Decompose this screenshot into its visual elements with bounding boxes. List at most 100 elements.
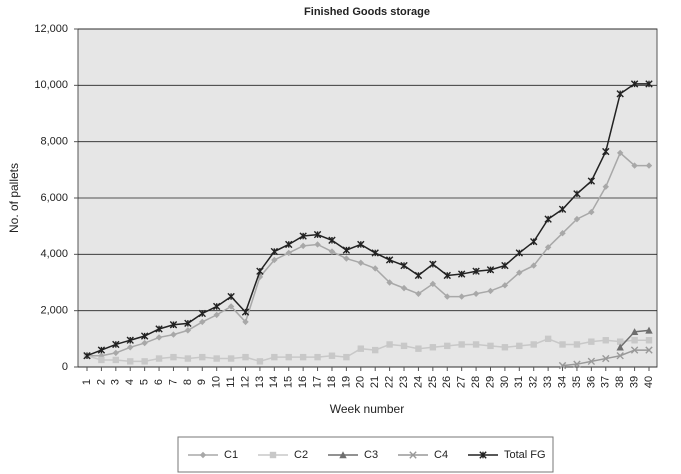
data-point — [357, 259, 364, 266]
data-point — [458, 293, 465, 300]
data-point — [299, 232, 307, 240]
x-tick-label: 7 — [167, 379, 179, 385]
data-point — [602, 147, 610, 156]
x-tick-label: 5 — [139, 379, 151, 385]
data-point — [487, 342, 494, 350]
data-point — [241, 308, 250, 316]
y-tick-label: 2,000 — [40, 305, 68, 317]
x-tick-label: 30 — [499, 376, 511, 388]
data-point — [573, 360, 581, 368]
data-point — [213, 311, 220, 319]
x-tick-label: 31 — [513, 376, 525, 388]
x-tick-label: 25 — [427, 376, 439, 388]
x-tick-label: 8 — [182, 379, 194, 385]
x-tick-label: 16 — [297, 376, 309, 388]
x-tick-label: 38 — [614, 376, 626, 388]
data-point — [169, 321, 178, 329]
data-point — [271, 353, 278, 361]
data-point — [328, 352, 336, 359]
data-point — [227, 355, 235, 362]
x-tick-label: 40 — [643, 376, 655, 388]
y-tick-label: 6,000 — [40, 192, 68, 204]
data-point — [112, 349, 120, 357]
legend-marker — [199, 451, 207, 459]
x-tick-label: 23 — [398, 376, 410, 388]
y-axis-label: No. of pallets — [7, 163, 21, 233]
data-point — [516, 342, 523, 350]
data-point — [227, 292, 235, 301]
data-point — [112, 340, 120, 349]
data-point — [429, 260, 437, 268]
data-point — [213, 355, 220, 362]
data-point — [256, 358, 264, 365]
data-point — [343, 255, 350, 262]
data-point — [645, 326, 653, 334]
x-tick-label: 33 — [542, 376, 554, 388]
legend-label: C2 — [294, 449, 308, 461]
legend-marker — [269, 451, 277, 459]
data-point — [573, 215, 581, 223]
x-tick-label: 13 — [254, 376, 266, 388]
data-point — [472, 290, 480, 297]
data-point — [414, 271, 423, 280]
data-point — [155, 325, 163, 333]
data-point — [631, 162, 638, 169]
series-line — [86, 83, 649, 357]
x-tick-label: 21 — [369, 376, 381, 388]
data-point — [372, 265, 379, 272]
data-point — [602, 354, 610, 363]
x-tick-label: 14 — [268, 376, 280, 388]
data-point — [630, 80, 639, 88]
data-point — [630, 328, 639, 335]
data-point — [602, 337, 609, 344]
chart-title: Finished Goods storage — [304, 6, 430, 18]
data-point — [83, 352, 91, 360]
data-point — [630, 346, 639, 354]
data-point — [616, 352, 624, 360]
data-point — [285, 353, 292, 361]
data-point — [530, 262, 537, 269]
data-point — [444, 342, 451, 350]
data-point — [127, 344, 134, 351]
x-tick-label: 32 — [528, 376, 540, 388]
data-point — [501, 344, 509, 351]
data-point — [299, 353, 307, 361]
data-point — [98, 356, 105, 364]
data-point — [112, 356, 120, 364]
legend-label: C1 — [224, 449, 238, 461]
data-point — [343, 353, 350, 361]
x-tick-label: 19 — [340, 376, 352, 388]
data-point — [155, 355, 163, 362]
series-line — [86, 338, 649, 363]
data-point — [457, 270, 466, 278]
x-tick-label: 10 — [211, 376, 223, 388]
data-point — [170, 331, 177, 338]
data-point — [587, 177, 596, 185]
data-point — [328, 236, 336, 244]
data-point — [314, 241, 321, 248]
data-point — [184, 319, 192, 328]
data-point — [184, 327, 192, 334]
data-point — [271, 256, 278, 264]
data-point — [645, 80, 653, 88]
x-tick-label: 28 — [470, 376, 482, 388]
x-tick-label: 11 — [225, 376, 237, 387]
data-point — [616, 338, 624, 345]
data-point — [256, 267, 264, 275]
data-point — [558, 361, 567, 370]
data-point — [616, 149, 624, 157]
data-point — [400, 284, 408, 292]
data-point — [97, 346, 106, 354]
data-point — [443, 271, 451, 280]
data-point — [141, 339, 148, 347]
legend-marker — [479, 451, 487, 459]
data-point — [415, 290, 422, 297]
data-point — [415, 345, 422, 352]
data-point — [270, 247, 279, 256]
data-point — [472, 341, 480, 348]
data-point — [444, 293, 451, 300]
x-tick-label: 12 — [239, 376, 251, 388]
data-point — [558, 205, 567, 213]
data-point — [573, 190, 581, 198]
data-point — [242, 353, 249, 361]
